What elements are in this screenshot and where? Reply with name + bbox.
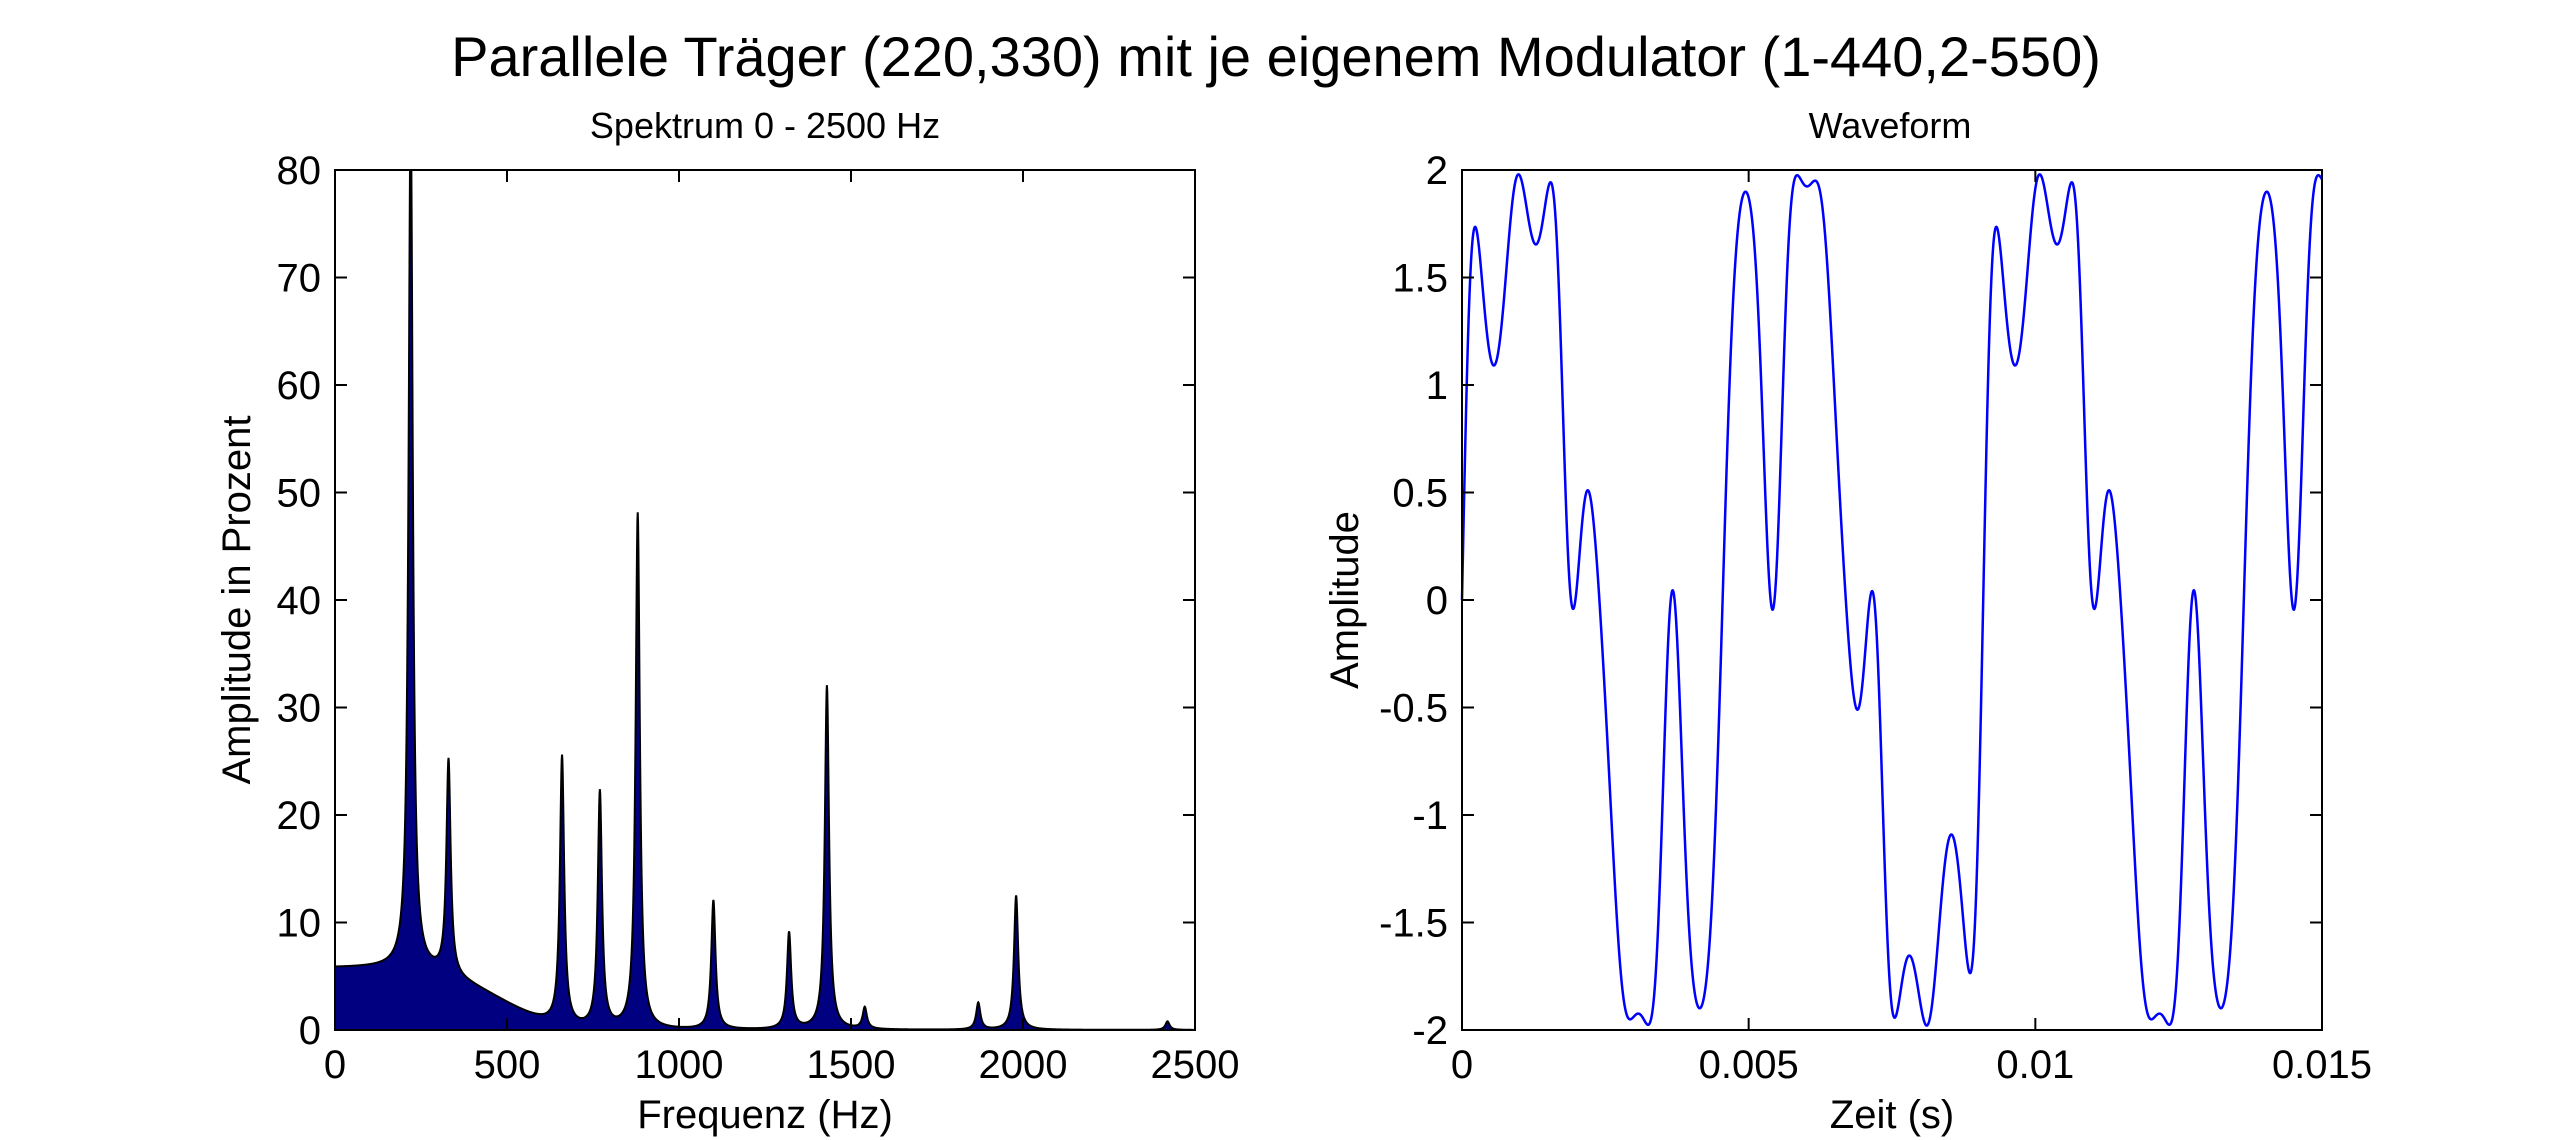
- spectrum-x-axis-label: Frequenz (Hz): [637, 1093, 893, 1137]
- spectrum-y-axis-label: Amplitude in Prozent: [215, 415, 259, 784]
- waveform-x-tick-label: 0: [1451, 1043, 1473, 1087]
- spectrum-y-tick-label: 60: [277, 364, 322, 408]
- spectrum-x-tick-label: 2000: [979, 1043, 1068, 1087]
- spectrum-ticks: 0 500 1000 1500 2000 2500 0 10 20 30 40 50 60 70 80: [277, 149, 1240, 1087]
- waveform-y-tick-label: -0.5: [1379, 687, 1448, 731]
- waveform-x-axis-label: Zeit (s): [1830, 1093, 1954, 1137]
- spectrum-y-tick-label: 30: [277, 687, 322, 731]
- waveform-y-tick-label: 1: [1426, 364, 1448, 408]
- spectrum-y-tick-label: 0: [299, 1009, 321, 1053]
- waveform-y-tick-label: -1: [1412, 794, 1448, 838]
- spectrum-title: Spektrum 0 - 2500 Hz: [590, 105, 940, 146]
- waveform-y-axis-label: Amplitude: [1323, 511, 1367, 689]
- figure-title: Parallele Träger (220,330) mit je eigene…: [451, 25, 2101, 88]
- waveform-y-tick-label: 0: [1426, 579, 1448, 623]
- spectrum-y-tick-label: 70: [277, 257, 322, 301]
- waveform-line: [1460, 173, 2324, 1027]
- spectrum-y-tick-label: 20: [277, 794, 322, 838]
- waveform-ticks: 0 0.005 0.01 0.015 -2 -1.5 -1 -0.5 0 0.5 1 1.5 2: [1379, 149, 2372, 1087]
- waveform-frame: [1461, 169, 2323, 1031]
- spectrum-x-tick-label: 1000: [635, 1043, 724, 1087]
- spectrum-axes: Spektrum 0 - 2500 Hz 0 500 1000 1500 2000 250…: [215, 105, 1239, 1137]
- spectrum-y-tick-label: 40: [277, 579, 322, 623]
- waveform-x-tick-label: 0.005: [1699, 1043, 1799, 1087]
- spectrum-x-tick-label: 500: [474, 1043, 541, 1087]
- waveform-y-tick-label: 2: [1426, 149, 1448, 193]
- spectrum-y-tick-label: 80: [277, 149, 322, 193]
- spectrum-frame: [334, 169, 1196, 1031]
- waveform-y-tick-label: -2: [1412, 1009, 1448, 1053]
- spectrum-x-tick-label: 1500: [807, 1043, 896, 1087]
- spectrum-plot-area: [334, 169, 1196, 1031]
- spectrum-x-tick-label: 0: [324, 1043, 346, 1087]
- waveform-x-tick-label: 0.01: [1996, 1043, 2074, 1087]
- waveform-plot-area: [1461, 169, 2323, 1031]
- waveform-x-tick-label: 0.015: [2272, 1043, 2372, 1087]
- spectrum-y-tick-label: 10: [277, 902, 322, 946]
- waveform-y-tick-label: 1.5: [1392, 257, 1448, 301]
- spectrum-y-tick-label: 50: [277, 472, 322, 516]
- spectrum-x-tick-label: 2500: [1151, 1043, 1240, 1087]
- waveform-y-tick-label: -1.5: [1379, 902, 1448, 946]
- waveform-axes: Waveform 0 0.005 0.01 0.015 -2 -1.5 -1 -0.5 0 0.5…: [1323, 105, 2372, 1137]
- waveform-y-tick-label: 0.5: [1392, 472, 1448, 516]
- waveform-line-layer: [1460, 173, 2324, 1027]
- waveform-title: Waveform: [1809, 105, 1972, 146]
